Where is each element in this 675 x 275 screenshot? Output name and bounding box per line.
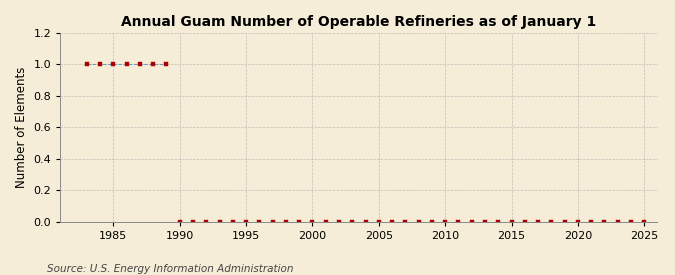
Text: Source: U.S. Energy Information Administration: Source: U.S. Energy Information Administ…: [47, 264, 294, 274]
Y-axis label: Number of Elements: Number of Elements: [15, 67, 28, 188]
Title: Annual Guam Number of Operable Refineries as of January 1: Annual Guam Number of Operable Refinerie…: [122, 15, 597, 29]
